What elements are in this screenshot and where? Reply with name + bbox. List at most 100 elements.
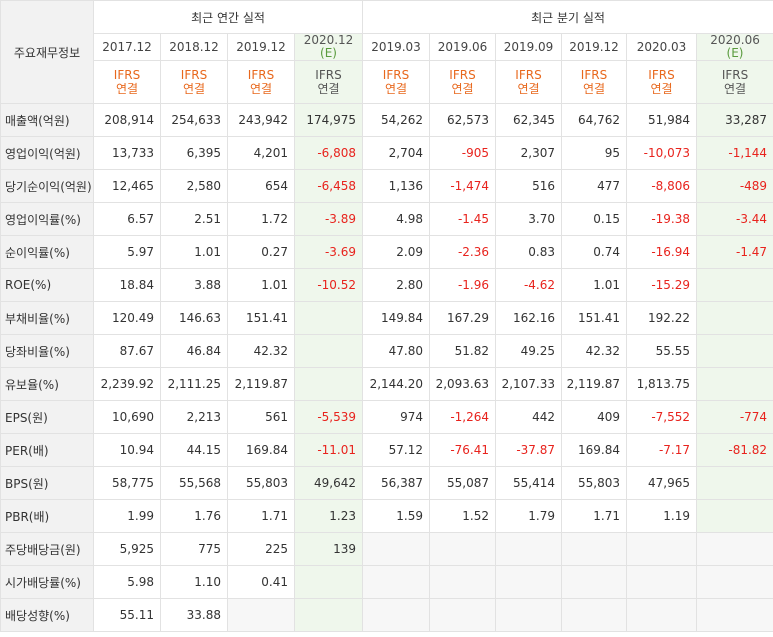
value-cell: 192.22 (626, 301, 697, 335)
value-cell: 0.27 (227, 235, 295, 269)
value-cell: 54,262 (362, 103, 430, 137)
value-cell: 1.23 (294, 499, 363, 533)
value-cell (626, 598, 697, 632)
value-cell: -76.41 (429, 433, 496, 467)
accounting-type-cell: IFRS 연결 (561, 60, 627, 104)
ifrs-label: IFRS (382, 68, 410, 82)
value-cell (429, 532, 496, 566)
value-cell: -10,073 (626, 136, 697, 170)
period-header-quarter-3: 2019.12 (561, 33, 627, 61)
value-cell (695, 565, 773, 599)
value-cell: 1.52 (429, 499, 496, 533)
value-cell: -37.87 (495, 433, 562, 467)
value-cell: 2,580 (160, 169, 228, 203)
value-cell: 10,690 (93, 400, 161, 434)
value-cell: -8,806 (626, 169, 697, 203)
value-cell: -1,474 (429, 169, 496, 203)
value-cell: 3.70 (495, 202, 562, 236)
table-row: 영업이익률(%) 6.57 2.51 1.72 -3.89 4.98 -1.45 3.70 0.… (0, 202, 773, 236)
value-cell: 169.84 (227, 433, 295, 467)
value-cell: 162.16 (495, 301, 562, 335)
value-cell: 516 (495, 169, 562, 203)
value-cell (626, 532, 697, 566)
row-label-header: 주요재무정보 (0, 0, 94, 104)
value-cell (294, 367, 363, 401)
row-label: 주당배당금(원) (0, 532, 94, 566)
value-cell: 1.01 (160, 235, 228, 269)
value-cell: 5,925 (93, 532, 161, 566)
accounting-type-cell: IFRS 연결 (495, 60, 562, 104)
value-cell (695, 367, 773, 401)
value-cell: 654 (227, 169, 295, 203)
value-cell: -7,552 (626, 400, 697, 434)
value-cell: 146.63 (160, 301, 228, 335)
value-cell: -15.29 (626, 268, 697, 302)
value-cell: 64,762 (561, 103, 627, 137)
consolidated-label: 연결 (249, 82, 273, 96)
value-cell: 57.12 (362, 433, 430, 467)
value-cell: 208,914 (93, 103, 161, 137)
value-cell: 4,201 (227, 136, 295, 170)
value-cell: -1,264 (429, 400, 496, 434)
value-cell (294, 598, 363, 632)
value-cell: 775 (160, 532, 228, 566)
accounting-type-cell: IFRS 연결 (429, 60, 496, 104)
value-cell: 0.74 (561, 235, 627, 269)
value-cell (429, 565, 496, 599)
table-row: 시가배당률(%) 5.98 1.10 0.41 (0, 565, 773, 599)
row-label: 영업이익률(%) (0, 202, 94, 236)
value-cell: 51,984 (626, 103, 697, 137)
value-cell: 1.10 (160, 565, 228, 599)
row-label: 당좌비율(%) (0, 334, 94, 368)
value-cell: 2,307 (495, 136, 562, 170)
row-label: 유보율(%) (0, 367, 94, 401)
value-cell: 2,119.87 (561, 367, 627, 401)
value-cell: 243,942 (227, 103, 295, 137)
period-header-quarter-1: 2019.06 (429, 33, 496, 61)
value-cell: -3.44 (695, 202, 773, 236)
value-cell (362, 598, 430, 632)
ifrs-label: IFRS (580, 68, 608, 82)
period-date: 2020.03 (636, 40, 687, 54)
table-row: 유보율(%) 2,239.92 2,111.25 2,119.87 2,144.20 2,… (0, 367, 773, 401)
value-cell (561, 532, 627, 566)
value-cell: 47,965 (626, 466, 697, 500)
value-cell: 55,803 (227, 466, 295, 500)
table-row: 당좌비율(%) 87.67 46.84 42.32 47.80 51.82 49.25 42.… (0, 334, 773, 368)
value-cell: 5.98 (93, 565, 161, 599)
value-cell: -1.96 (429, 268, 496, 302)
value-cell: 44.15 (160, 433, 228, 467)
consolidated-label: 연결 (115, 82, 139, 96)
value-cell: 5.97 (93, 235, 161, 269)
value-cell: -1.45 (429, 202, 496, 236)
row-label: 부채비율(%) (0, 301, 94, 335)
value-cell (294, 334, 363, 368)
value-cell: 1.01 (561, 268, 627, 302)
value-cell: 1.59 (362, 499, 430, 533)
ifrs-label: IFRS (180, 68, 208, 82)
value-cell (695, 301, 773, 335)
value-cell (626, 565, 697, 599)
ifrs-label: IFRS (648, 68, 675, 82)
value-cell: -3.89 (294, 202, 363, 236)
ifrs-label: IFRS (721, 68, 749, 82)
value-cell: -489 (695, 169, 773, 203)
value-cell: 33.88 (160, 598, 228, 632)
value-cell: 55,803 (561, 466, 627, 500)
value-cell: 2,111.25 (160, 367, 228, 401)
value-cell: -11.01 (294, 433, 363, 467)
value-cell: -6,458 (294, 169, 363, 203)
period-date: 2019.03 (371, 40, 421, 54)
table-row: BPS(원) 58,775 55,568 55,803 49,642 56,387 55,0… (0, 466, 773, 500)
value-cell: 13,733 (93, 136, 161, 170)
value-cell: 47.80 (362, 334, 430, 368)
table-row: ROE(%) 18.84 3.88 1.01 -10.52 2.80 -1.96 -4.62 1… (0, 268, 773, 302)
value-cell: 1,813.75 (626, 367, 697, 401)
period-date: 2020.12 (303, 33, 354, 47)
table-row: 영업이익(억원) 13,733 6,395 4,201 -6,808 2,704 -905 2… (0, 136, 773, 170)
value-cell: -1,144 (695, 136, 773, 170)
consolidated-label: 연결 (723, 82, 747, 96)
period-header-annual-2: 2019.12 (227, 33, 295, 61)
value-cell: -905 (429, 136, 496, 170)
